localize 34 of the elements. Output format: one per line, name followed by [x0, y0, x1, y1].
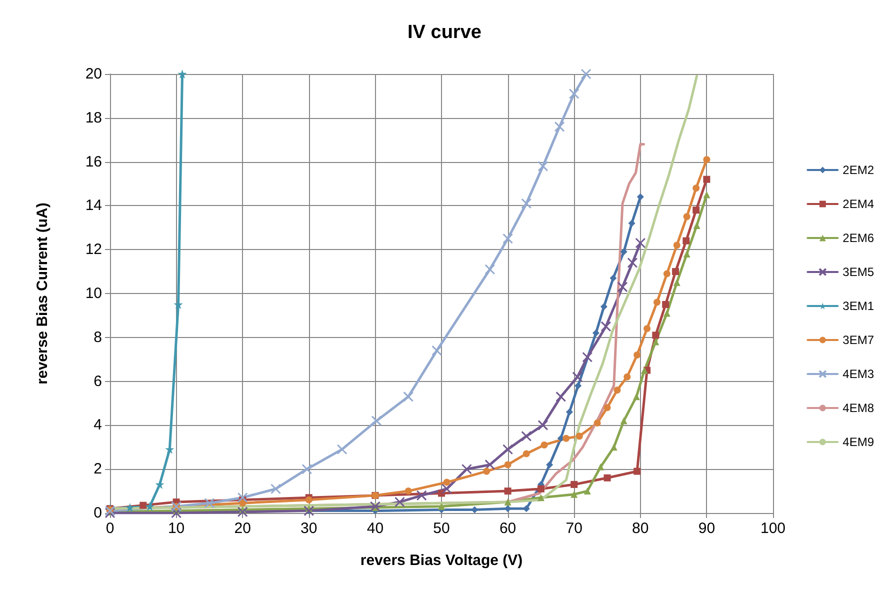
x-tick-label: 0	[106, 520, 114, 537]
x-tick-label: 50	[433, 520, 450, 537]
y-tick-label: 16	[85, 153, 102, 170]
y-tick-label: 18	[85, 109, 102, 126]
legend-label: 3EM7	[842, 333, 874, 347]
legend-label: 3EM1	[842, 299, 874, 313]
legend-label: 2EM2	[842, 163, 874, 177]
x-tick-label: 60	[499, 520, 516, 537]
x-tick-label: 40	[366, 520, 384, 537]
legend-label: 3EM5	[842, 265, 874, 279]
y-tick-label: 20	[85, 66, 102, 82]
x-tick-label: 20	[234, 520, 251, 537]
y-tick-label: 12	[85, 241, 102, 258]
legend-label: 2EM6	[842, 231, 874, 245]
y-tick-label: 4	[94, 416, 102, 434]
y-tick-label: 14	[85, 197, 102, 214]
y-tick-label: 0	[94, 504, 102, 522]
legend-label: 2EM4	[842, 197, 874, 211]
x-axis-title: revers Bias Voltage (V)	[360, 552, 523, 569]
chart-title: IV curve	[408, 22, 482, 43]
x-tick-label: 30	[300, 520, 318, 537]
legend-label: 4EM9	[842, 435, 874, 449]
y-tick-label: 6	[94, 372, 102, 390]
y-tick-label: 2	[94, 460, 102, 478]
y-axis-title: reverse Bias Current (uA)	[34, 202, 51, 384]
x-tick-label: 80	[632, 520, 649, 537]
y-tick-label: 8	[94, 328, 102, 346]
y-tick-label: 10	[85, 285, 102, 302]
x-tick-label: 90	[698, 520, 716, 537]
x-tick-label: 70	[566, 520, 582, 537]
legend-label: 4EM3	[842, 367, 874, 381]
x-tick-label: 10	[168, 520, 185, 537]
legend-label: 4EM8	[842, 401, 874, 415]
x-tick-label: 100	[760, 520, 786, 537]
